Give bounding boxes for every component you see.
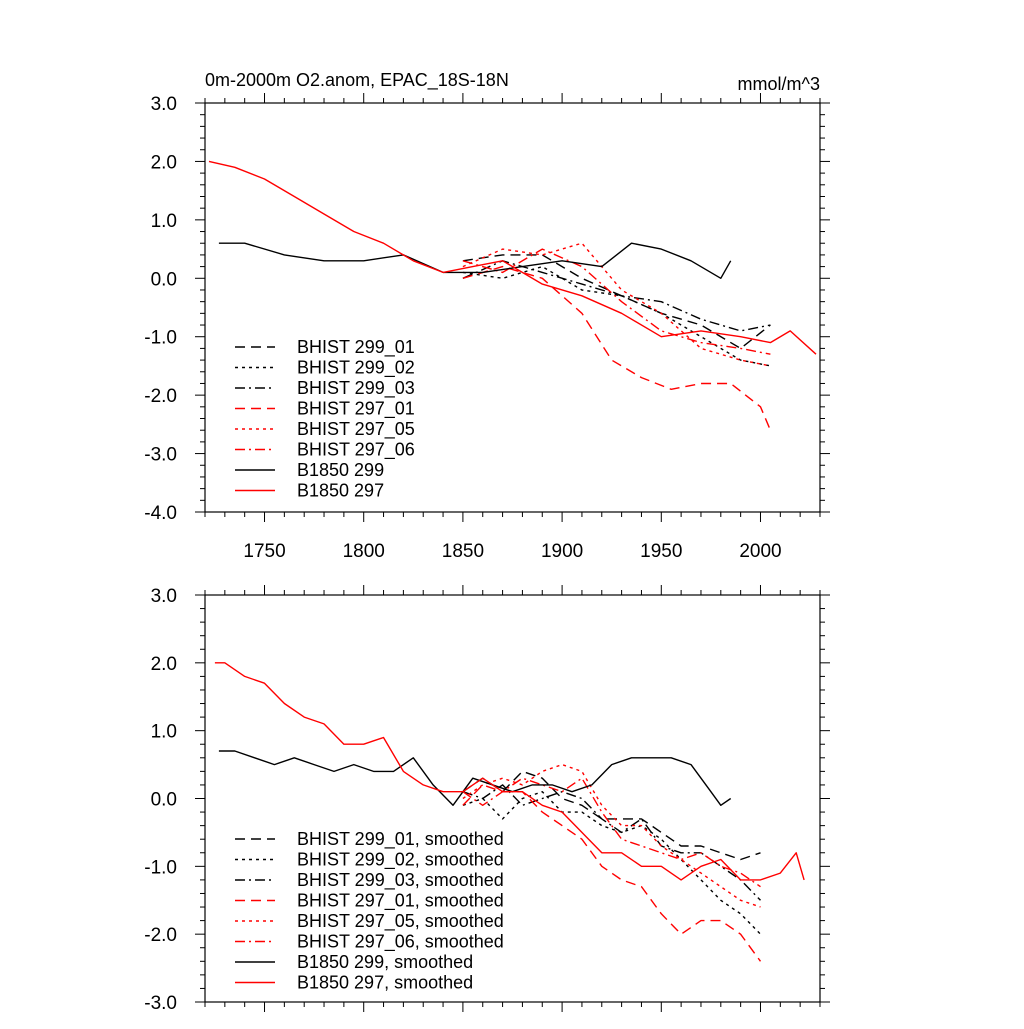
series-line-bhist-299-02-smoothed <box>462 791 762 935</box>
legend-label-bhist-299-03-smoothed: BHIST 299_03, smoothed <box>297 870 504 891</box>
legend-label-b1850-299: B1850 299 <box>297 460 384 480</box>
y-tick-label: 0.0 <box>151 790 177 811</box>
legend-label-bhist-297-06-smoothed: BHIST 297_06, smoothed <box>297 932 504 953</box>
y-tick-label: -2.0 <box>144 386 177 407</box>
y-tick-label: 2.0 <box>151 654 177 675</box>
series-line-b1850-297-smoothed <box>214 662 805 881</box>
x-tick-label: 2000 <box>739 541 781 562</box>
y-tick-label: -3.0 <box>144 993 177 1014</box>
x-tick-label: 1900 <box>541 541 583 562</box>
x-tick-label: 1800 <box>343 541 385 562</box>
y-tick-label: -4.0 <box>144 503 177 524</box>
legend-label-bhist-297-06: BHIST 297_06 <box>297 440 415 461</box>
legend-label-bhist-299-03: BHIST 299_03 <box>297 378 415 399</box>
y-tick-label: 3.0 <box>151 94 177 115</box>
legend-label-bhist-299-01: BHIST 299_01 <box>297 337 415 358</box>
legend-label-bhist-299-02-smoothed: BHIST 299_02, smoothed <box>297 850 504 871</box>
legend-label-b1850-297-smoothed: B1850 297, smoothed <box>297 973 473 993</box>
chart-units: mmol/m^3 <box>738 74 820 94</box>
y-tick-label: 2.0 <box>151 152 177 173</box>
series-line-bhist-297-01-smoothed <box>462 784 762 962</box>
legend-label-bhist-299-02: BHIST 299_02 <box>297 358 415 379</box>
series-line-bhist-299-01-smoothed <box>462 770 761 861</box>
y-tick-label: 1.0 <box>151 211 177 232</box>
series-line-b1850-299 <box>218 242 732 279</box>
legend-label-b1850-299-smoothed: B1850 299, smoothed <box>297 952 473 972</box>
chart-title: 0m-2000m O2.anom, EPAC_18S-18N <box>205 70 509 91</box>
y-tick-label: 1.0 <box>151 722 177 743</box>
top-panel: 1750 1800 1850 1900 1950 2000 3.0 2.0 1.0 0.0 -1.0… <box>144 93 830 562</box>
plot-frame <box>204 102 821 513</box>
y-tick-label: 3.0 <box>151 586 177 607</box>
legend-label-bhist-299-01-smoothed: BHIST 299_01, smoothed <box>297 829 504 850</box>
series-line-bhist-297-01 <box>462 265 772 431</box>
series-line-bhist-299-03 <box>462 260 771 332</box>
x-tick-label: 1850 <box>442 541 484 562</box>
y-tick-label: -1.0 <box>144 857 177 878</box>
legend-label-b1850-297: B1850 297 <box>297 481 384 501</box>
legend-label-bhist-297-01: BHIST 297_01 <box>297 399 415 420</box>
series-group <box>214 662 805 962</box>
legend-label-bhist-297-05: BHIST 297_05 <box>297 419 415 440</box>
series-line-bhist-299-02 <box>462 265 771 367</box>
series-group <box>208 160 817 431</box>
series-line-bhist-297-05 <box>462 242 771 367</box>
series-line-bhist-297-06-smoothed <box>462 777 761 888</box>
series-line-bhist-299-03-smoothed <box>462 784 762 901</box>
series-line-bhist-297-06 <box>462 248 771 355</box>
series-line-b1850-297 <box>208 160 817 355</box>
x-tick-label: 1950 <box>640 541 682 562</box>
bottom-panel: 3.0 2.0 1.0 0.0 -1.0 -2.0 -3.0 BHIST 299_01, sm… <box>144 585 830 1014</box>
y-tick-label: -2.0 <box>144 925 177 946</box>
series-line-b1850-299-smoothed <box>218 750 732 806</box>
legend-label-bhist-297-01-smoothed: BHIST 297_01, smoothed <box>297 891 504 912</box>
legend-label-bhist-297-05-smoothed: BHIST 297_05, smoothed <box>297 911 504 932</box>
y-tick-label: -1.0 <box>144 328 177 349</box>
y-tick-label: -3.0 <box>144 445 177 466</box>
x-tick-label: 1750 <box>243 541 285 562</box>
y-tick-label: 0.0 <box>151 269 177 290</box>
